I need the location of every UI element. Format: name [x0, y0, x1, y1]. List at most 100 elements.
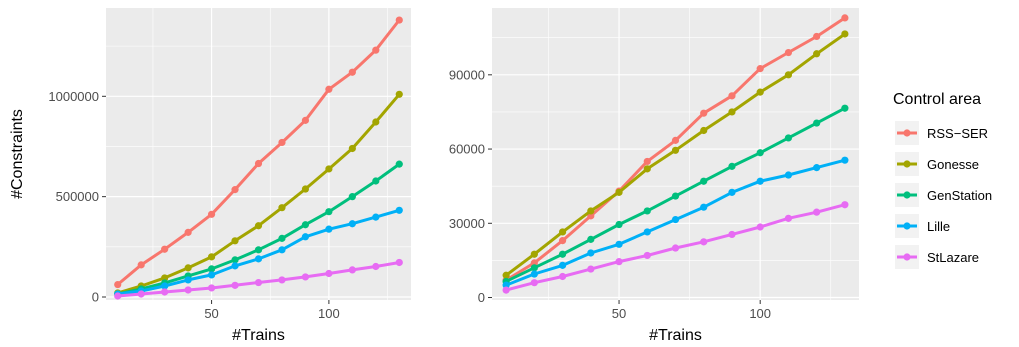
data-point [530, 270, 538, 278]
legend-entry: Lille [895, 214, 950, 238]
data-point [671, 146, 680, 154]
data-point [372, 177, 380, 185]
data-point [161, 245, 169, 253]
data-point [325, 85, 333, 93]
data-point [558, 237, 567, 245]
data-point [558, 250, 567, 258]
data-point [756, 88, 764, 96]
legend-label: Lille [927, 219, 950, 234]
y-tick-label: 1000000 [48, 89, 99, 104]
data-point [841, 201, 849, 209]
data-point [671, 136, 680, 144]
legend-label: StLazare [927, 250, 979, 265]
data-point [784, 171, 793, 179]
data-point [700, 177, 708, 185]
data-point [231, 281, 239, 289]
data-point [643, 251, 651, 260]
data-point [502, 271, 510, 279]
x-axis-title: #Trains [649, 327, 702, 344]
data-point [207, 253, 216, 261]
data-point [784, 214, 793, 222]
data-point [756, 223, 764, 231]
data-point [301, 273, 310, 281]
data-point [161, 274, 169, 282]
data-point [587, 265, 595, 273]
data-point [558, 228, 567, 236]
data-point [301, 233, 310, 241]
data-point [615, 188, 623, 196]
data-point [301, 185, 310, 193]
data-point [813, 119, 821, 127]
x-tick-label: 100 [318, 306, 340, 321]
data-point [395, 206, 403, 214]
data-point [502, 286, 510, 294]
data-point [502, 281, 510, 289]
data-point [325, 269, 333, 278]
y-tick-label: 90000 [449, 67, 485, 82]
data-point [301, 221, 310, 229]
data-point [254, 159, 263, 168]
data-point [278, 234, 286, 242]
data-point [348, 144, 356, 153]
data-point [841, 156, 849, 164]
data-point [207, 210, 216, 218]
data-point [254, 255, 263, 263]
data-point [530, 279, 538, 287]
data-point [671, 192, 680, 200]
series-lille [114, 206, 403, 298]
data-point [643, 228, 651, 236]
data-point [325, 208, 333, 216]
legend-entry: Gonesse [895, 152, 979, 176]
data-point [643, 157, 651, 166]
data-point [615, 240, 623, 248]
data-point [395, 16, 403, 24]
legend-entry: RSS−SER [895, 121, 988, 145]
series-stlazare [502, 201, 849, 294]
data-point [348, 220, 356, 228]
data-point [114, 292, 122, 300]
left-panel: 0 500000 1000000 50 100 #Trains #Constraints [9, 8, 411, 344]
data-point [784, 71, 793, 79]
data-point [137, 290, 145, 298]
data-point [278, 246, 286, 254]
data-point [161, 282, 169, 290]
data-point [278, 204, 286, 212]
x-tick-label: 100 [749, 306, 771, 321]
y-tick-label: 0 [478, 290, 485, 305]
legend-key-point [903, 253, 911, 261]
data-point [587, 207, 595, 215]
data-point [184, 228, 192, 236]
data-point [643, 165, 651, 173]
data-point [728, 230, 736, 239]
data-point [700, 238, 708, 246]
data-point [114, 280, 122, 289]
data-point [254, 246, 263, 254]
data-point [671, 244, 680, 252]
data-point [756, 177, 764, 185]
y-tick-label: 30000 [449, 216, 485, 231]
data-point [254, 278, 263, 287]
data-point [372, 118, 380, 126]
data-point [756, 149, 764, 157]
series-genstation [502, 104, 849, 286]
legend-entry: GenStation [895, 183, 992, 207]
data-point [372, 262, 380, 271]
data-point [530, 264, 538, 272]
data-point [587, 235, 595, 243]
data-point [184, 286, 192, 294]
y-axis-title: #Constraints [9, 109, 26, 199]
data-point [615, 258, 623, 266]
data-point [207, 265, 216, 273]
series-stlazare [114, 258, 403, 300]
data-point [137, 261, 145, 269]
series-gonesse [502, 30, 849, 279]
data-point [301, 116, 310, 124]
data-point [841, 104, 849, 112]
legend-label: Gonesse [927, 157, 979, 172]
data-point [231, 262, 239, 270]
data-point [395, 160, 403, 168]
data-point [184, 276, 192, 284]
data-point [372, 213, 380, 221]
y-tick-label: 500000 [56, 189, 99, 204]
data-point [184, 264, 192, 272]
